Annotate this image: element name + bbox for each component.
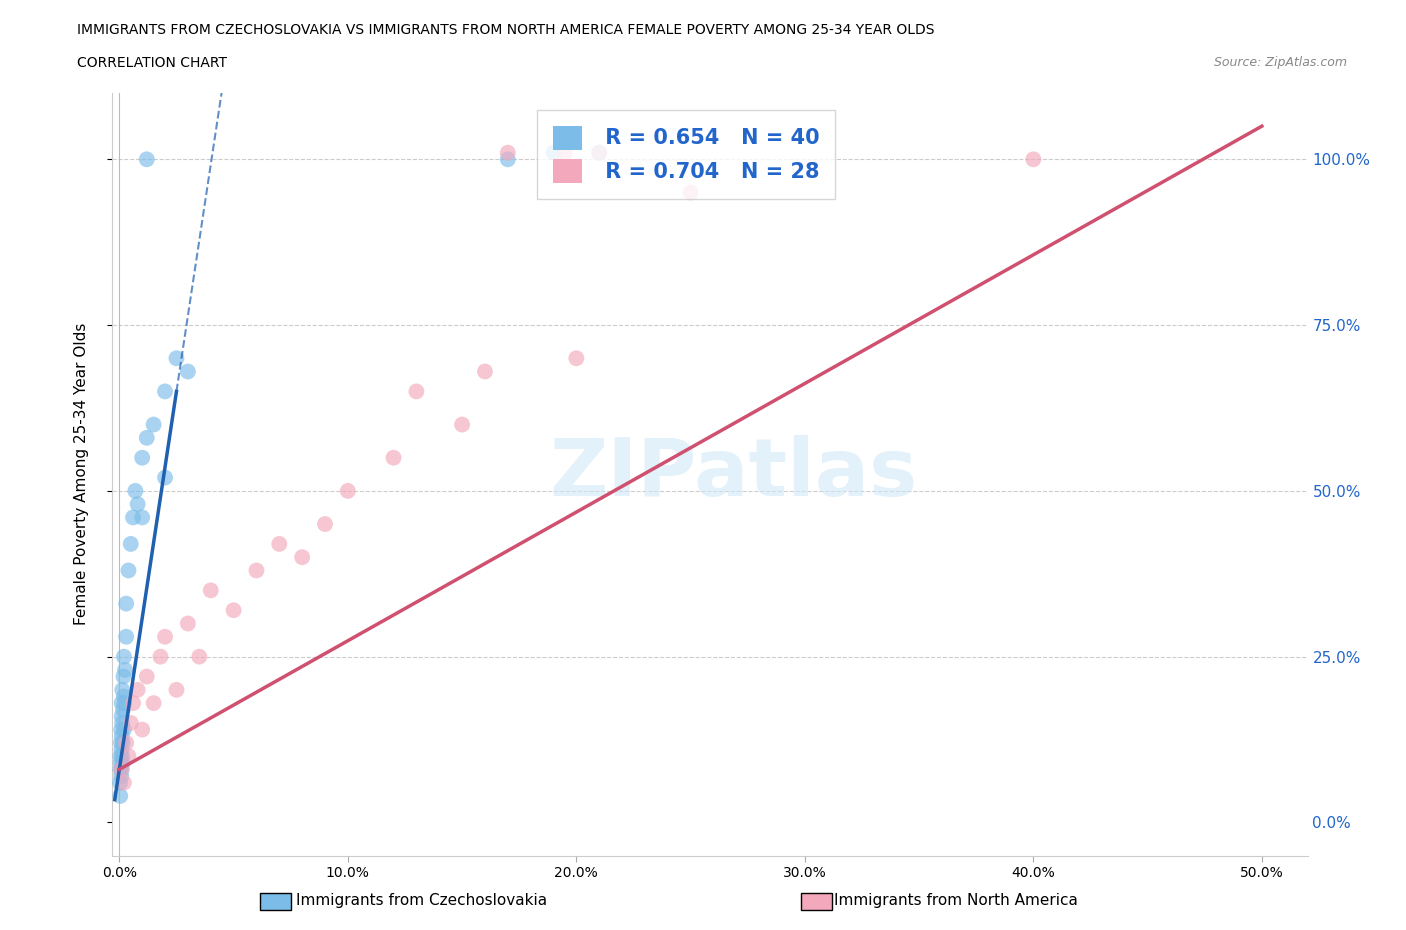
Point [679, 185, 702, 200]
Point [117, 563, 139, 578]
Point [291, 550, 314, 565]
Point [108, 776, 131, 790]
Point [110, 742, 132, 757]
Point [112, 696, 135, 711]
Point [153, 384, 176, 399]
Point [111, 749, 134, 764]
Point [269, 537, 291, 551]
Point [543, 145, 565, 160]
Point [111, 762, 134, 777]
Point [496, 145, 519, 160]
Point [135, 431, 157, 445]
Point [115, 630, 138, 644]
Point [245, 563, 267, 578]
Point [112, 669, 135, 684]
Point [405, 384, 427, 399]
Point [111, 709, 134, 724]
Point [117, 749, 139, 764]
Point [382, 450, 405, 465]
Point [177, 364, 200, 379]
Point [110, 755, 132, 770]
Point [110, 723, 132, 737]
Point [314, 516, 336, 531]
Point [131, 450, 153, 465]
Point [120, 537, 142, 551]
Point [496, 152, 519, 166]
Point [153, 471, 176, 485]
Point [112, 649, 135, 664]
Y-axis label: Female Poverty Among 25-34 Year Olds: Female Poverty Among 25-34 Year Olds [75, 323, 89, 626]
Point [115, 596, 138, 611]
Point [588, 145, 610, 160]
Point [111, 696, 134, 711]
Point [200, 583, 222, 598]
Point [336, 484, 359, 498]
Point [114, 662, 136, 677]
Point [588, 145, 610, 160]
Point [135, 152, 157, 166]
Text: IMMIGRANTS FROM CZECHOSLOVAKIA VS IMMIGRANTS FROM NORTH AMERICA FEMALE POVERTY A: IMMIGRANTS FROM CZECHOSLOVAKIA VS IMMIGR… [77, 23, 935, 37]
Point [166, 351, 188, 365]
Point [111, 736, 134, 751]
Point [111, 702, 134, 717]
Point [112, 776, 135, 790]
Point [127, 497, 149, 512]
Point [110, 736, 132, 751]
Point [122, 696, 145, 711]
Point [153, 630, 176, 644]
Point [111, 755, 134, 770]
Point [222, 603, 245, 618]
Point [149, 649, 172, 664]
Point [142, 696, 165, 711]
Point [124, 484, 146, 498]
Point [120, 715, 142, 730]
Point [188, 649, 211, 664]
Text: Immigrants from Czechoslovakia: Immigrants from Czechoslovakia [297, 893, 547, 908]
Text: CORRELATION CHART: CORRELATION CHART [77, 56, 228, 70]
Point [142, 418, 165, 432]
Point [112, 689, 135, 704]
Point [166, 683, 188, 698]
Point [111, 729, 134, 744]
Point [110, 768, 132, 783]
Point [451, 418, 474, 432]
Point [127, 683, 149, 698]
Point [135, 669, 157, 684]
Legend:  R = 0.654   N = 40,  R = 0.704   N = 28: R = 0.654 N = 40, R = 0.704 N = 28 [537, 111, 835, 199]
Point [110, 762, 132, 777]
Point [111, 683, 134, 698]
Point [1022, 152, 1045, 166]
Point [131, 723, 153, 737]
Point [177, 616, 200, 631]
Point [110, 749, 132, 764]
Text: Source: ZipAtlas.com: Source: ZipAtlas.com [1213, 56, 1347, 69]
Point [565, 351, 588, 365]
Point [122, 510, 145, 525]
Point [112, 723, 135, 737]
Text: Immigrants from North America: Immigrants from North America [834, 893, 1078, 908]
Point [474, 364, 496, 379]
Point [111, 762, 134, 777]
Text: ZIPatlas: ZIPatlas [550, 435, 918, 513]
Point [110, 789, 132, 804]
Point [111, 715, 134, 730]
Point [554, 145, 576, 160]
Point [131, 510, 153, 525]
Point [115, 736, 138, 751]
